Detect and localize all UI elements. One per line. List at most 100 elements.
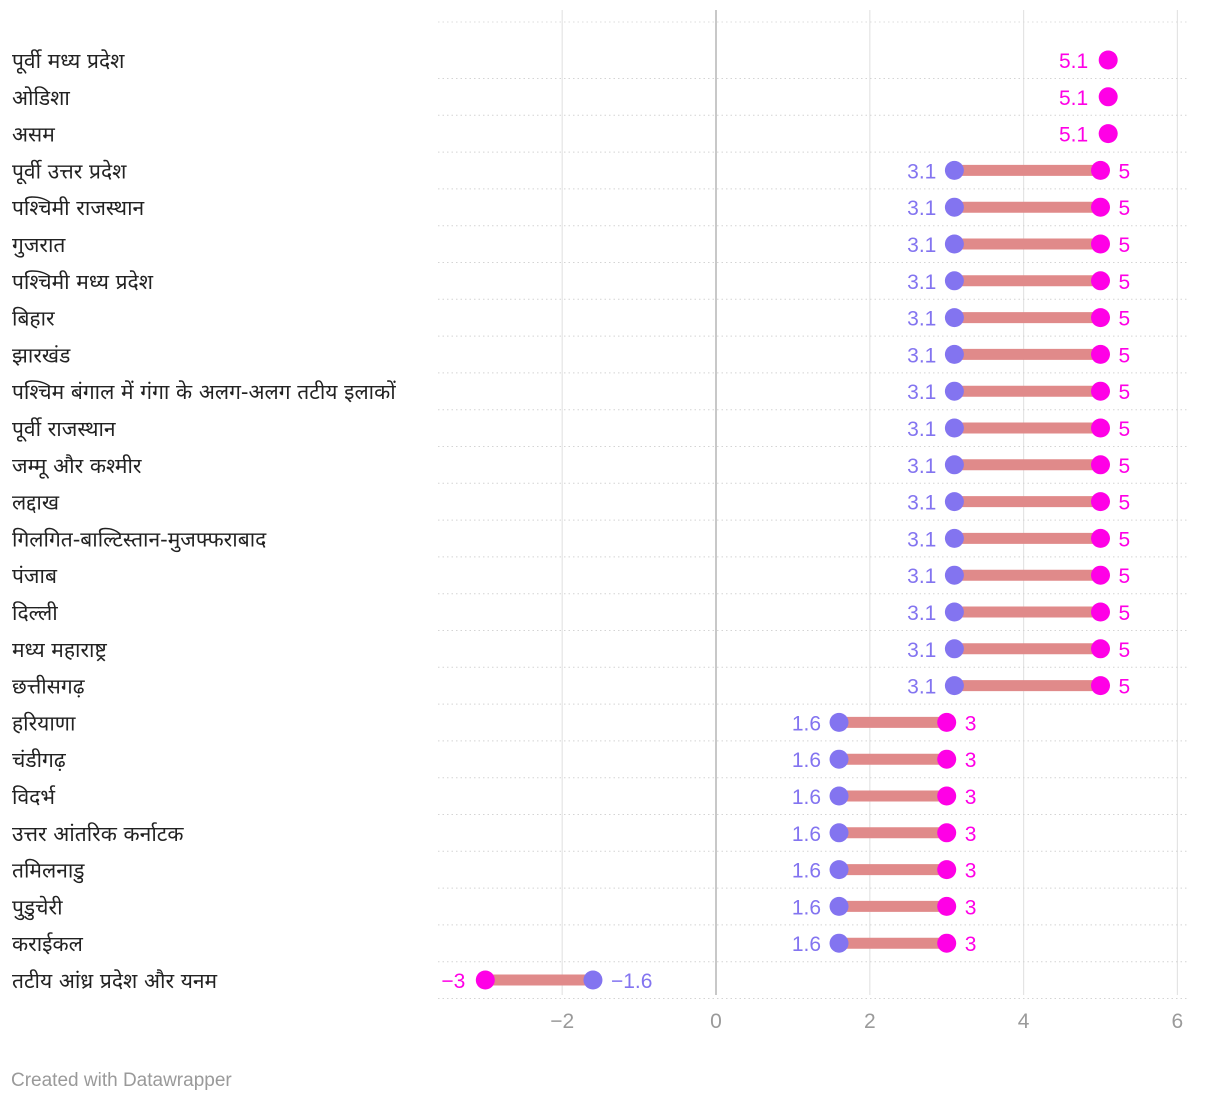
start-value-label: 3.1 [907,271,936,294]
start-value-label: 1.6 [792,749,821,772]
start-dot [944,602,964,622]
end-value-label: 3 [965,786,977,809]
start-dot [944,565,964,585]
end-dot [475,970,495,990]
dumbbell-chart: −2 0 2 4 6 पूर्वी मध्य प्रदेश 5.1 ओडिशा 5.1 असम 5… [12,10,1188,1033]
start-dot [829,933,849,953]
end-value-label: 5 [1119,197,1131,220]
chart-row: झारखंड 3.1 5 [12,343,1188,374]
chart-row: पूर्वी मध्य प्रदेश 5.1 [12,49,1188,79]
end-dot [937,786,957,806]
end-dot [937,933,957,953]
end-dot [1098,50,1118,70]
end-value-label: 5 [1119,271,1131,294]
end-value-label: 5 [1119,565,1131,588]
start-value-label: −1.6 [611,970,652,993]
end-value-label: 5 [1119,160,1131,183]
start-value-label: 3.1 [907,528,936,551]
end-value-label: 3 [965,896,977,919]
chart-row: बिहार 3.1 5 [12,307,1188,337]
end-dot [1091,234,1110,254]
row-label: पूर्वी मध्य प्रदेश [12,49,125,74]
x-tick-label: 6 [1172,1010,1184,1033]
chart-row: मध्य महाराष्ट्र 3.1 5 [12,638,1188,668]
end-value-label: 3 [965,860,977,883]
end-dot [937,860,957,880]
chart-row: लद्दाख 3.1 5 [12,491,1188,521]
end-value-label: 5 [1119,455,1131,478]
end-dot [937,896,957,916]
end-value-label: 5 [1119,418,1131,441]
end-dot [1091,197,1110,217]
start-dot [944,418,964,438]
start-value-label: 1.6 [792,712,821,735]
end-value-label: 3 [965,823,977,846]
end-dot [1091,418,1110,438]
start-dot [829,749,849,769]
start-value-label: 3.1 [907,234,936,257]
row-label: ओडिशा [12,86,70,110]
row-label: विदर्भ [12,785,56,809]
start-value-label: 3.1 [907,602,936,625]
end-value-label: 3 [965,749,977,772]
end-value-label: 5 [1119,344,1131,367]
start-dot [829,896,849,916]
start-dot [829,860,849,880]
start-value-label: 3.1 [907,676,936,699]
row-label: बिहार [12,307,55,331]
end-value-label: 5.1 [1059,124,1088,147]
row-label: मध्य महाराष्ट्र [12,638,107,662]
start-value-label: 3.1 [907,160,936,183]
end-dot [1091,381,1110,401]
start-dot [829,712,849,732]
footer-credit: Created with Datawrapper [11,1070,232,1091]
end-value-label: 5 [1119,528,1131,551]
chart-row: हरियाणा 1.6 3 [12,711,1188,742]
row-label: पूर्वी उत्तर प्रदेश [12,159,127,184]
end-value-label: 5 [1119,492,1131,515]
chart-row: गुजरात 3.1 5 [12,233,1188,263]
start-dot [944,528,964,548]
start-value-label: 3.1 [907,418,936,441]
chart-row: ओडिशा 5.1 [12,86,1188,116]
start-value-label: 1.6 [792,860,821,883]
start-dot [944,197,964,217]
chart-rows: पूर्वी मध्य प्रदेश 5.1 ओडिशा 5.1 असम 5.1 पूर्व… [12,49,1188,999]
start-dot [944,308,964,328]
row-label: पश्चिमी राजस्थान [12,196,145,220]
chart-row: पंजाब 3.1 5 [12,564,1188,595]
end-value-label: 5 [1119,234,1131,257]
row-label: तटीय आंध्र प्रदेश और यनम [12,969,218,993]
chart-row: छत्तीसगढ़ 3.1 5 [12,675,1188,705]
start-value-label: 1.6 [792,896,821,919]
row-label: उत्तर आंतरिक कर्नाटक [12,822,184,846]
end-dot [1091,639,1110,659]
chart-row: गिलगित-बाल्टिस्तान-मुजफ्फराबाद 3.1 5 [12,527,1188,558]
chart-row: चंडीगढ़ 1.6 3 [12,748,1188,779]
start-value-label: 3.1 [907,565,936,588]
start-dot [829,823,849,843]
end-value-label: −3 [441,970,465,993]
start-value-label: 3.1 [907,455,936,478]
chart-row: जम्मू और कश्मीर 3.1 5 [12,454,1188,484]
start-value-label: 1.6 [792,933,821,956]
end-value-label: 5 [1119,676,1131,699]
end-dot [1091,271,1110,291]
row-label: पुडुचेरी [12,895,63,920]
start-dot [583,970,603,990]
chart-row: पश्चिमी राजस्थान 3.1 5 [12,196,1188,227]
x-axis: −2 0 2 4 6 [550,1010,1183,1033]
end-dot [1091,602,1110,622]
start-dot [944,234,964,254]
chart-row: पश्चिमी मध्य प्रदेश 3.1 5 [12,270,1188,300]
start-dot [944,492,964,512]
end-dot [937,749,957,769]
row-label: चंडीगढ़ [12,748,67,772]
end-value-label: 5 [1119,308,1131,331]
row-label: असम [12,123,55,147]
end-dot [1098,124,1118,144]
row-label: दिल्ली [12,601,58,625]
end-value-label: 3 [965,933,977,956]
row-label: गिलगित-बाल्टिस्तान-मुजफ्फराबाद [12,527,267,552]
chart-row: दिल्ली 3.1 5 [12,601,1188,631]
